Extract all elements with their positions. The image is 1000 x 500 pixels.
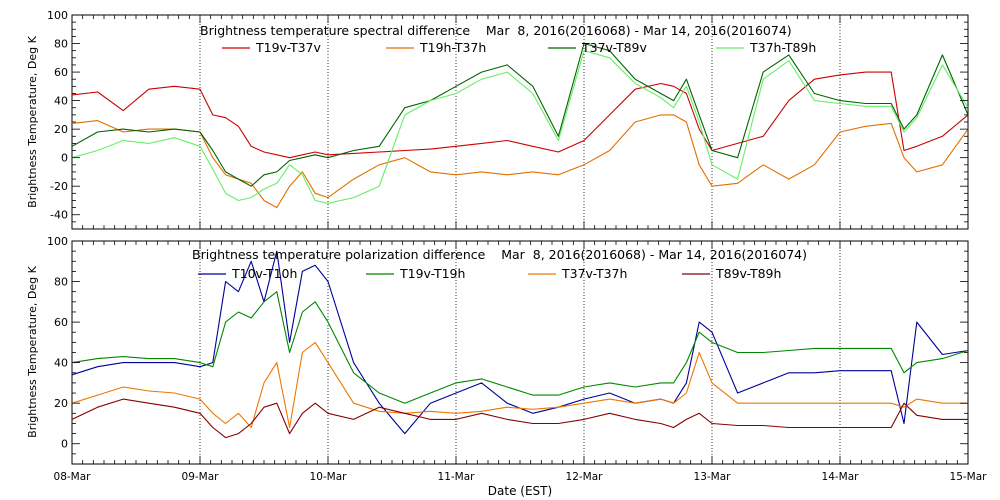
series-group bbox=[71, 42, 969, 209]
series-line bbox=[71, 42, 969, 187]
legend-label: T19h-T37h bbox=[419, 40, 486, 55]
x-ticks bbox=[82, 241, 958, 464]
x-tick-label: 15-Mar bbox=[950, 471, 988, 483]
plot-frame bbox=[71, 14, 969, 230]
x-tick-label: 11-Mar bbox=[438, 471, 476, 483]
x-tick-label: 10-Mar bbox=[310, 471, 348, 483]
series-line bbox=[71, 50, 969, 204]
spectral-difference-panel: -40 -20 0 20 40 60 80 100 Brightness temperatur… bbox=[26, 9, 969, 230]
series-line bbox=[71, 114, 969, 209]
y-tick-label: 100 bbox=[47, 235, 68, 248]
series-line bbox=[71, 291, 969, 404]
y-tick-label: -20 bbox=[50, 180, 68, 193]
y-tick-label: -40 bbox=[50, 209, 68, 222]
x-tick-label: 09-Mar bbox=[182, 471, 220, 483]
legend-label: T89v-T89h bbox=[715, 266, 781, 281]
y-axis: 0 20 40 60 80 100 bbox=[47, 235, 968, 465]
y-tick-label: 60 bbox=[54, 316, 68, 329]
y-axis: -40 -20 0 20 40 60 80 100 bbox=[47, 9, 968, 230]
series-group bbox=[71, 250, 969, 439]
plot-frame bbox=[71, 240, 969, 465]
legend-label: T19v-T19h bbox=[399, 266, 465, 281]
legend-label: T37v-T89v bbox=[581, 40, 648, 55]
legend-label: T19v-T37v bbox=[255, 40, 322, 55]
x-axis-label: Date (EST) bbox=[488, 484, 552, 498]
polarization-difference-panel: 0 20 40 60 80 100 Brightness temperature pola… bbox=[26, 235, 969, 465]
legend: T19v-T37v T19h-T37h T37v-T89v T37h-T89h bbox=[222, 40, 816, 55]
y-tick-label: 60 bbox=[54, 66, 68, 79]
x-ticks bbox=[82, 15, 958, 229]
y-axis-label: Brightness Temperature, Deg K bbox=[26, 265, 39, 437]
series-line bbox=[71, 71, 969, 159]
y-tick-label: 40 bbox=[54, 357, 68, 370]
y-tick-label: 0 bbox=[61, 438, 68, 451]
chart-title: Brightness temperature polarization diff… bbox=[192, 247, 807, 262]
series-line bbox=[71, 341, 968, 429]
x-tick-label: 14-Mar bbox=[822, 471, 860, 483]
grid bbox=[199, 241, 841, 464]
y-tick-label: 80 bbox=[54, 276, 68, 289]
legend-label: T37h-T89h bbox=[749, 40, 816, 55]
x-tick-label: 12-Mar bbox=[566, 471, 604, 483]
y-tick-label: 100 bbox=[47, 9, 68, 22]
x-tick-label: 13-Mar bbox=[694, 471, 732, 483]
chart-title: Brightness temperature spectral differen… bbox=[200, 23, 792, 38]
legend-label: T10v-T10h bbox=[231, 266, 297, 281]
series-line bbox=[71, 250, 969, 435]
x-tick-label: 08-Mar bbox=[54, 471, 92, 483]
y-tick-label: 40 bbox=[54, 95, 68, 108]
legend-label: T37v-T37h bbox=[561, 266, 627, 281]
x-tick-labels: 08-Mar 09-Mar 10-Mar 11-Mar 12-Mar 13-Mar 14-M… bbox=[54, 471, 988, 483]
y-tick-label: 20 bbox=[54, 397, 68, 410]
y-tick-label: 0 bbox=[61, 152, 68, 165]
y-tick-label: 20 bbox=[54, 123, 68, 136]
y-axis-label: Brightness Temperature, Deg K bbox=[26, 35, 39, 207]
legend: T10v-T10h T19v-T19h T37v-T37h T89v-T89h bbox=[198, 266, 781, 281]
series-line bbox=[71, 398, 968, 439]
y-tick-label: 80 bbox=[54, 38, 68, 51]
